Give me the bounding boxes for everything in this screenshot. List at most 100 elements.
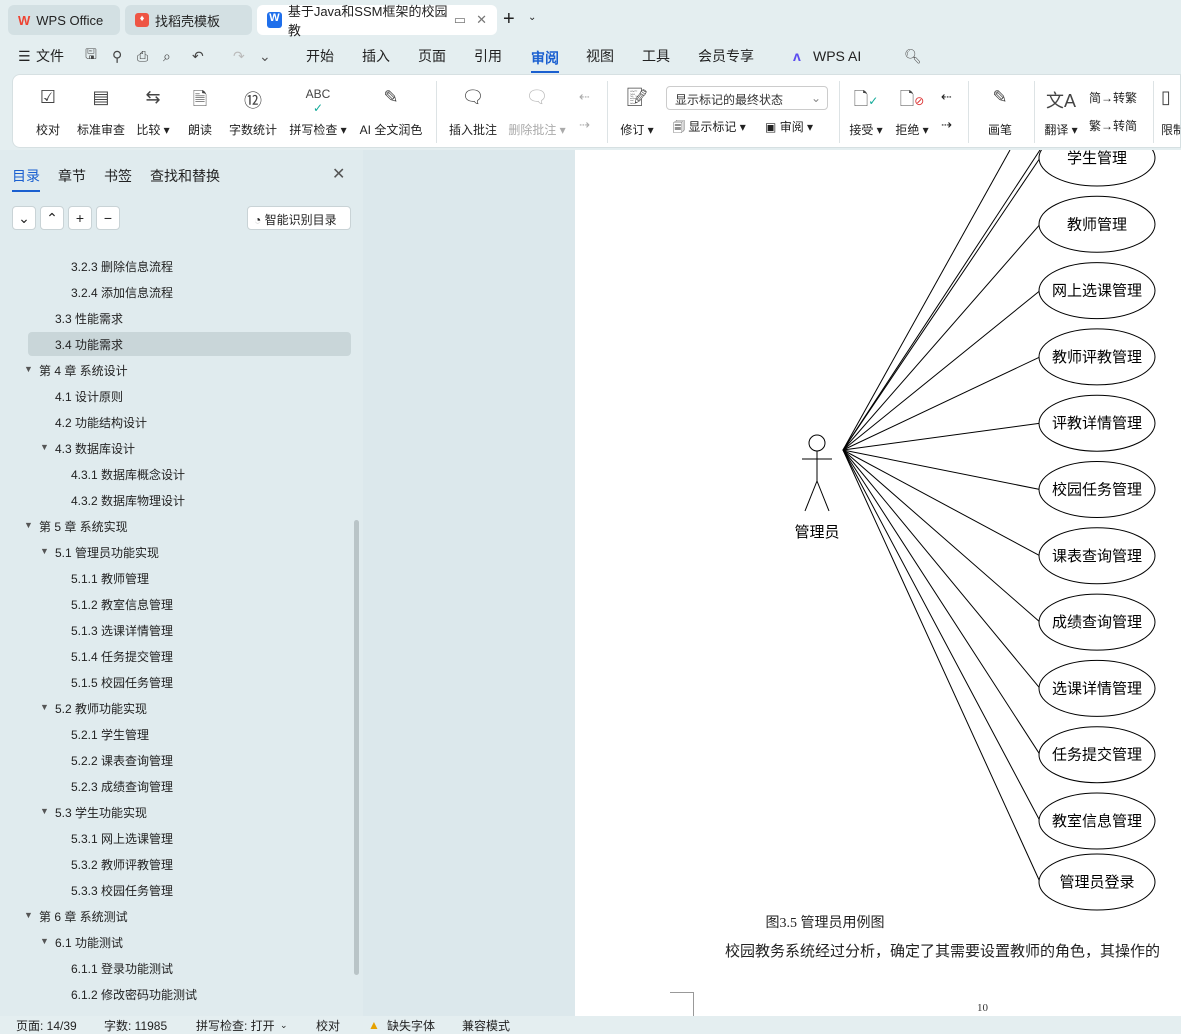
collapse-triangle-icon[interactable]: ▼ [40,702,49,712]
link-icon[interactable]: ⚲ [112,47,123,64]
hamburger-icon[interactable]: ☰ [18,47,31,64]
toc-item[interactable]: 4.3.2 数据库物理设计 [71,494,186,508]
toc-item[interactable]: 5.1.1 教师管理 [71,572,150,586]
markup-display-select[interactable]: 显示标记的最终状态 ⌄ [666,86,828,110]
toc-item[interactable]: 3.3 性能需求 [55,312,124,326]
toc-item[interactable]: 5.3 学生功能实现 [55,806,148,820]
toc-item[interactable]: 3.2.3 删除信息流程 [71,260,174,274]
compare-button[interactable]: ⇆ 比较 ▾ [136,87,170,137]
tab-docer[interactable]: ♦ 找稻壳模板 [125,5,252,35]
proofread-status[interactable]: 校对 [316,1018,341,1033]
toc-item[interactable]: 5.3.2 教师评教管理 [71,858,174,872]
standard-review-button[interactable]: ▤ 标准审查 [75,87,127,138]
collapse-triangle-icon[interactable]: ▼ [24,364,33,374]
toc-item[interactable]: 5.3.1 网上选课管理 [71,832,174,846]
expand-all-button[interactable]: ⌄ [12,206,36,230]
tab-document[interactable]: W 基于Java和SSM框架的校园教 ▭ ✕ [257,4,497,38]
toc-item[interactable]: 4.3.1 数据库概念设计 [71,468,186,482]
track-changes-button[interactable]: 📝︎ 修订 ▾ [617,87,657,138]
reject-button[interactable]: 🗋⊘ 拒绝 ▾ [893,87,931,138]
undo-icon[interactable]: ↶ [192,47,204,64]
show-markup-button[interactable]: 🗐 显示标记 ▾ [673,120,746,134]
collapse-triangle-icon[interactable]: ▼ [24,910,33,920]
word-count[interactable]: 字数: 11985 [104,1018,168,1033]
toc-item[interactable]: 3.2.4 添加信息流程 [71,286,174,300]
redo-icon[interactable]: ↷ [233,47,245,64]
read-aloud-button[interactable]: 🗎 朗读 [185,87,215,138]
chevron-down-icon[interactable]: ⌄ [528,12,537,23]
tab-toc[interactable]: 目录 [12,166,40,192]
toc-item[interactable]: 5.1 管理员功能实现 [55,546,160,560]
insert-comment-button[interactable]: 🗨 插入批注 [447,87,499,138]
more-chevron-icon[interactable]: ⌄ [259,47,271,64]
toc-item[interactable]: 5.1.2 教室信息管理 [71,598,174,612]
toc-item[interactable]: 5.2.3 成绩查询管理 [71,780,174,794]
collapse-triangle-icon[interactable]: ▼ [40,936,49,946]
menu-insert[interactable]: 插入 [362,48,390,64]
pen-button[interactable]: ✎ 画笔 [983,87,1017,138]
toc-item[interactable]: 5.1.4 任务提交管理 [71,650,174,664]
toc-item[interactable]: 4.1 设计原则 [55,390,124,404]
missing-font-status[interactable]: 缺失字体 [387,1018,436,1033]
menu-start[interactable]: 开始 [306,48,334,64]
spell-check-status[interactable]: 拼写检查: 打开 [196,1018,275,1033]
add-heading-button[interactable]: + [68,206,92,230]
collapse-triangle-icon[interactable]: ▼ [40,546,49,556]
tab-find-replace[interactable]: 查找和替换 [150,168,220,184]
collapse-triangle-icon[interactable]: ▼ [40,806,49,816]
spell-check-button[interactable]: ABC ✓ 拼写检查 ▾ [287,87,349,138]
toc-item[interactable]: 第 4 章 系统设计 [39,364,128,378]
to-traditional-button[interactable]: 简→转繁 [1089,89,1137,106]
translate-button[interactable]: 文A 翻译 ▾ [1041,87,1081,138]
menu-view[interactable]: 视图 [586,48,614,64]
next-change-icon[interactable]: ⇢ [941,117,952,132]
toc-item[interactable]: 6.1.2 修改密码功能测试 [71,988,198,1002]
proofread-button[interactable]: ☑ 校对 [31,87,65,138]
menu-tools[interactable]: 工具 [642,48,670,64]
accept-button[interactable]: 🗋✓ 接受 ▾ [847,87,885,138]
monitor-icon[interactable]: ▭ [453,12,467,27]
toc-item[interactable]: 第 5 章 系统实现 [39,520,128,534]
collapse-triangle-icon[interactable]: ▼ [24,520,33,530]
prev-comment-icon[interactable]: ⇠ [579,89,590,104]
collapse-triangle-icon[interactable]: ▼ [40,442,49,452]
restrict-button[interactable]: ▯ 限制 [1161,87,1181,138]
word-count-button[interactable]: ⑫ 字数统计 [227,87,279,138]
toc-item[interactable]: 4.2 功能结构设计 [55,416,148,430]
menu-file[interactable]: 文件 [36,48,64,64]
toc-item[interactable]: 5.2.1 学生管理 [71,728,150,742]
print-icon[interactable]: ⎙ [137,47,149,64]
tab-wps-office[interactable]: W WPS Office [8,5,120,35]
menu-review[interactable]: 审阅 [531,48,559,73]
toc-item[interactable]: 6.1 功能测试 [55,936,124,950]
search-icon[interactable]: 🔍︎ [904,47,922,64]
to-simplified-button[interactable]: 繁→转简 [1089,117,1137,134]
smart-toc-button[interactable]: ◔ 智能识别目录 [247,206,351,230]
remove-heading-button[interactable]: − [96,206,120,230]
ai-polish-button[interactable]: ✎ AI 全文润色 [357,87,425,138]
next-comment-icon[interactable]: ⇢ [579,117,590,132]
tab-sections[interactable]: 章节 [58,168,86,184]
menu-page[interactable]: 页面 [418,48,446,64]
menu-membership[interactable]: 会员专享 [698,48,754,64]
toc-item[interactable]: 5.1.3 选课详情管理 [71,624,174,638]
toc-item[interactable]: 4.3 数据库设计 [55,442,136,456]
close-icon[interactable]: ✕ [332,166,346,183]
collapse-button[interactable]: ⌃ [40,206,64,230]
new-tab-icon[interactable]: + [503,8,515,30]
toc-item[interactable]: 6.1.1 登录功能测试 [71,962,174,976]
review-pane-button[interactable]: ▣ 审阅 ▾ [765,120,814,134]
toc-item[interactable]: 5.2 教师功能实现 [55,702,148,716]
delete-comment-button[interactable]: 🗨 删除批注 ▾ [508,87,566,137]
print-preview-icon[interactable]: ⌕ [163,47,171,64]
prev-change-icon[interactable]: ⇠ [941,89,952,104]
toc-item[interactable]: 第 6 章 系统测试 [39,910,128,924]
toc-item[interactable]: 5.2.2 课表查询管理 [71,754,174,768]
page-indicator[interactable]: 页面: 14/39 [16,1018,77,1033]
toc-item[interactable]: 5.1.5 校园任务管理 [71,676,174,690]
save-icon[interactable]: 🖫 [85,46,97,62]
menu-wps-ai[interactable]: WPS AI [813,48,862,64]
close-icon[interactable]: ✕ [476,12,487,27]
toc-item[interactable]: 5.3.3 校园任务管理 [71,884,174,898]
toc-item[interactable]: 3.4 功能需求 [55,338,124,352]
